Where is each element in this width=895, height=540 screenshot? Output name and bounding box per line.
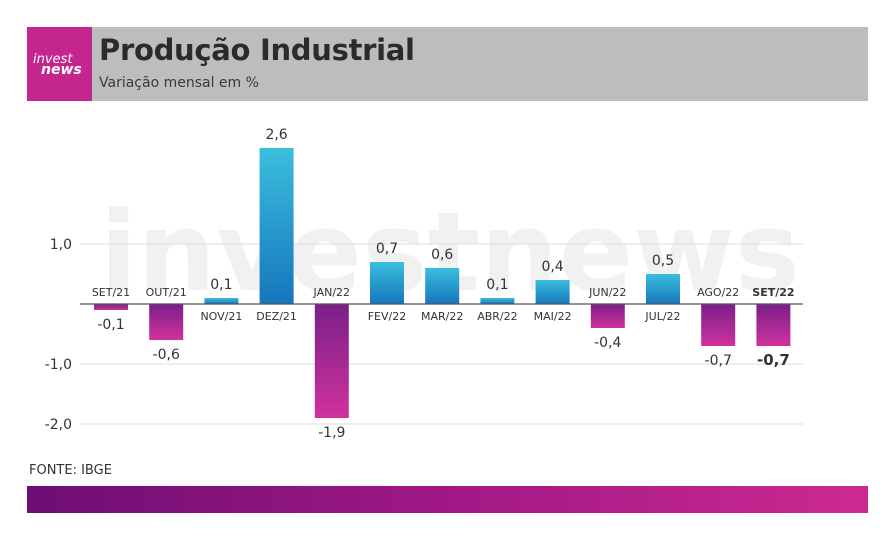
bar xyxy=(756,304,791,346)
x-tick-label: MAI/22 xyxy=(534,310,572,323)
data-label: 0,7 xyxy=(376,241,398,257)
bar xyxy=(314,304,349,418)
data-label: -0,7 xyxy=(705,353,732,369)
bar xyxy=(535,280,570,304)
data-label: 0,4 xyxy=(541,259,563,275)
data-label: -1,9 xyxy=(318,425,345,441)
y-tick-label: -2,0 xyxy=(45,417,72,433)
x-tick-label: JUN/22 xyxy=(588,286,626,299)
bar xyxy=(480,298,515,304)
x-tick-label: NOV/21 xyxy=(200,310,242,323)
bar xyxy=(94,304,128,310)
bar xyxy=(646,274,680,304)
bar xyxy=(701,304,736,346)
x-tick-label: SET/22 xyxy=(752,286,794,299)
x-tick-label: SET/21 xyxy=(92,286,130,299)
page-subtitle: Variação mensal em % xyxy=(99,75,259,91)
x-tick-label: FEV/22 xyxy=(368,310,407,323)
x-tick-label: MAR/22 xyxy=(421,310,463,323)
data-label: -0,4 xyxy=(594,335,621,351)
y-tick-label: 1,0 xyxy=(50,237,72,253)
data-label: -0,6 xyxy=(153,347,180,363)
bar xyxy=(204,298,239,304)
logo-text-top: invest xyxy=(33,52,73,67)
data-label: 0,5 xyxy=(652,253,674,269)
data-label: -0,7 xyxy=(757,351,790,369)
x-tick-label: DEZ/21 xyxy=(256,310,297,323)
x-tick-label: AGO/22 xyxy=(697,286,739,299)
x-tick-label: JUL/22 xyxy=(644,310,680,323)
data-label: 0,1 xyxy=(486,277,508,293)
page-title: Produção Industrial xyxy=(99,33,415,67)
footer-bar xyxy=(27,486,868,513)
x-tick-label: JAN/22 xyxy=(313,286,351,299)
header: invest news Produção Industrial Variação… xyxy=(27,27,868,101)
logo-text-bottom: news xyxy=(41,62,82,78)
bar-chart: investnews 1,0-1,0-2,0-0,1SET/21-0,6OUT/… xyxy=(45,127,803,441)
x-tick-label: OUT/21 xyxy=(146,286,187,299)
chart-area: investnews 1,0 -1,0 -2,0 -0,1 SET/21 -0,6 OUT/… xyxy=(0,100,895,460)
bar xyxy=(149,304,184,340)
bar xyxy=(370,262,404,304)
investnews-logo: invest news xyxy=(27,27,92,101)
data-label: 2,6 xyxy=(265,127,287,143)
source-note: FONTE: IBGE xyxy=(29,463,112,478)
bar xyxy=(590,304,625,328)
data-label: 0,6 xyxy=(431,247,453,263)
data-label: -0,1 xyxy=(97,317,124,333)
y-tick-label: -1,0 xyxy=(45,357,72,373)
data-label: 0,1 xyxy=(210,277,232,293)
bar xyxy=(259,148,294,304)
bar xyxy=(425,268,460,304)
x-tick-label: ABR/22 xyxy=(477,310,517,323)
